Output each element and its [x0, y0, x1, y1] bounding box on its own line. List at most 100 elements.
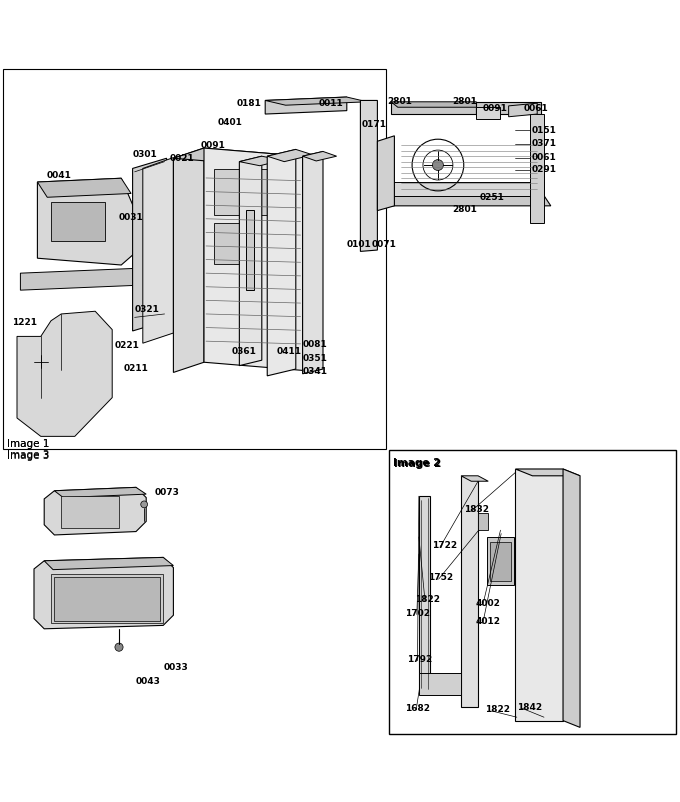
- Polygon shape: [267, 149, 313, 162]
- Polygon shape: [303, 152, 323, 374]
- Text: 2801: 2801: [452, 205, 477, 214]
- Text: 0291: 0291: [532, 165, 557, 174]
- Text: 1832: 1832: [464, 505, 490, 514]
- Text: Image 2: Image 2: [393, 458, 441, 468]
- Polygon shape: [34, 557, 173, 629]
- Polygon shape: [509, 103, 537, 117]
- Polygon shape: [515, 469, 580, 476]
- Polygon shape: [239, 156, 282, 166]
- Circle shape: [115, 643, 123, 651]
- Bar: [51, 202, 105, 241]
- Text: Image 1: Image 1: [7, 439, 49, 448]
- Bar: [490, 542, 511, 581]
- Polygon shape: [37, 178, 136, 265]
- Polygon shape: [377, 182, 544, 196]
- Text: 0091: 0091: [201, 141, 226, 151]
- Text: Image 2: Image 2: [394, 459, 442, 469]
- Text: 0151: 0151: [532, 126, 557, 135]
- Text: 0341: 0341: [303, 367, 328, 376]
- Polygon shape: [44, 488, 146, 535]
- Bar: [487, 537, 514, 585]
- Polygon shape: [173, 148, 204, 372]
- Text: 0031: 0031: [119, 213, 143, 222]
- Text: 0361: 0361: [231, 346, 256, 356]
- Text: 2801: 2801: [388, 97, 413, 107]
- Text: 0041: 0041: [46, 171, 71, 180]
- Polygon shape: [173, 148, 303, 166]
- Polygon shape: [44, 557, 173, 569]
- Text: 1822: 1822: [486, 705, 511, 715]
- Text: 2801: 2801: [452, 97, 477, 107]
- Text: 1792: 1792: [407, 655, 432, 664]
- Text: 0101: 0101: [347, 240, 371, 249]
- Polygon shape: [377, 136, 394, 211]
- Polygon shape: [265, 97, 347, 114]
- Polygon shape: [239, 156, 262, 366]
- Text: 0401: 0401: [218, 118, 243, 127]
- Polygon shape: [476, 107, 500, 119]
- Polygon shape: [391, 102, 476, 114]
- Text: Image 1: Image 1: [7, 439, 49, 448]
- Text: 0021: 0021: [170, 155, 194, 164]
- Text: 0301: 0301: [133, 150, 157, 160]
- Circle shape: [432, 160, 443, 171]
- Text: 0411: 0411: [277, 346, 302, 356]
- Text: 4002: 4002: [476, 599, 501, 608]
- Text: 0061: 0061: [524, 104, 548, 113]
- Polygon shape: [267, 149, 296, 376]
- Text: 1842: 1842: [517, 703, 542, 711]
- Text: 0351: 0351: [303, 354, 328, 363]
- Polygon shape: [133, 158, 167, 331]
- Text: 0371: 0371: [532, 140, 557, 148]
- Bar: [214, 223, 255, 264]
- Polygon shape: [419, 496, 430, 690]
- Text: 0251: 0251: [479, 192, 505, 201]
- Text: 1722: 1722: [432, 541, 458, 549]
- Text: 0211: 0211: [124, 364, 149, 373]
- Polygon shape: [143, 157, 173, 343]
- Polygon shape: [563, 469, 580, 727]
- Polygon shape: [303, 152, 337, 161]
- Polygon shape: [20, 266, 184, 290]
- Text: 0011: 0011: [318, 99, 343, 107]
- Polygon shape: [54, 488, 146, 497]
- Polygon shape: [419, 673, 461, 695]
- Text: 0081: 0081: [303, 340, 327, 349]
- Polygon shape: [530, 114, 544, 223]
- Text: 0091: 0091: [483, 104, 508, 113]
- Bar: [214, 169, 286, 216]
- Polygon shape: [377, 196, 551, 206]
- Bar: [61, 496, 119, 529]
- Text: 1822: 1822: [415, 595, 440, 604]
- Bar: [478, 513, 488, 530]
- Text: 0071: 0071: [372, 240, 397, 249]
- Text: 0043: 0043: [136, 677, 161, 686]
- Polygon shape: [17, 311, 112, 436]
- Text: 0061: 0061: [532, 153, 556, 162]
- Polygon shape: [204, 148, 303, 371]
- Polygon shape: [265, 97, 367, 105]
- Text: Image 3: Image 3: [7, 451, 49, 460]
- Text: 1682: 1682: [405, 704, 430, 713]
- Polygon shape: [391, 102, 483, 107]
- Polygon shape: [461, 476, 488, 481]
- Bar: [246, 210, 254, 290]
- Polygon shape: [461, 476, 478, 707]
- Polygon shape: [360, 100, 377, 251]
- Text: 0221: 0221: [114, 342, 139, 350]
- Text: Image 3: Image 3: [7, 450, 49, 460]
- Bar: [51, 574, 163, 623]
- Bar: [389, 450, 676, 734]
- Text: 4012: 4012: [476, 618, 501, 626]
- Text: 1752: 1752: [428, 573, 453, 582]
- Text: 1702: 1702: [405, 609, 430, 618]
- Polygon shape: [37, 178, 131, 197]
- Bar: [3, 69, 386, 448]
- Circle shape: [141, 501, 148, 508]
- Polygon shape: [476, 102, 541, 114]
- Text: 0181: 0181: [237, 99, 262, 107]
- Text: 1221: 1221: [12, 318, 37, 327]
- Bar: [54, 577, 160, 621]
- Text: 0321: 0321: [135, 306, 160, 314]
- Polygon shape: [515, 469, 563, 721]
